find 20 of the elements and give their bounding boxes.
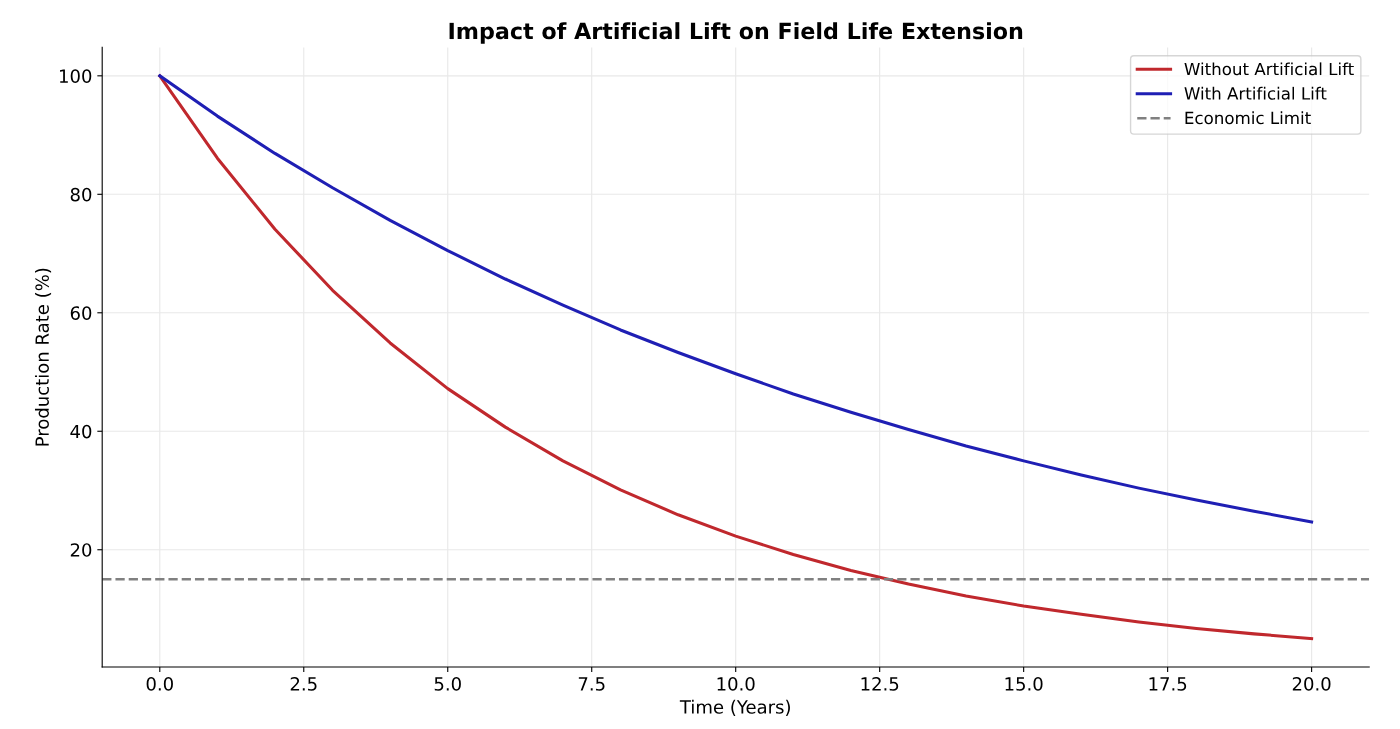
chart-title: Impact of Artificial Lift on Field Life Extension [449, 22, 1023, 44]
x-tick-label: 2.5 [290, 677, 317, 691]
y-tick-label: 40 [70, 424, 92, 439]
legend-label: Without Artificial Lift [1184, 62, 1354, 76]
x-tick-label: 20.0 [1292, 677, 1331, 691]
x-tick-label: 7.5 [578, 677, 605, 691]
y-tick-label: 20 [70, 543, 92, 557]
x-tick-label: 12.5 [861, 677, 899, 691]
x-tick-label: 0.0 [146, 677, 173, 691]
y-tick-label: 60 [70, 306, 92, 320]
x-axis-title: Time (Years) [679, 699, 790, 716]
legend-label: Economic Limit [1185, 111, 1311, 125]
x-tick-label: 10.0 [717, 677, 755, 691]
y-tick-label: 100 [60, 69, 92, 83]
x-tick-label: 17.5 [1149, 677, 1187, 691]
legend-label: With Artificial Lift [1184, 86, 1327, 100]
x-tick-label: 5.0 [434, 677, 461, 691]
y-axis-title: Production Rate (%) [34, 268, 52, 446]
x-tick-label: 15.0 [1005, 677, 1043, 691]
y-tick-label: 80 [70, 187, 92, 202]
